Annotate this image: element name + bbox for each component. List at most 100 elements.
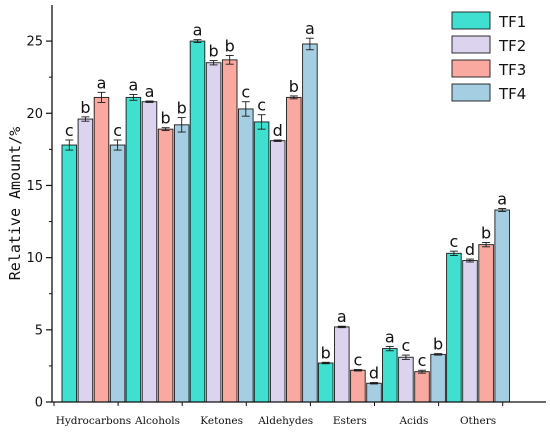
error-bar-tf4-aldehydes <box>305 37 314 51</box>
significance-label-tf2-aldehydes: d <box>273 121 283 140</box>
significance-label-tf3-aldehydes: b <box>289 77 299 96</box>
significance-label-tf3-esters: c <box>354 351 363 370</box>
bar-tf2-aldehydes <box>269 140 286 403</box>
error-bar-tf2-acids <box>401 354 410 360</box>
error-bar-tf2-alcohols <box>145 100 154 103</box>
error-bar-tf1-others <box>449 250 458 256</box>
legend-swatch-tf3 <box>451 59 491 78</box>
error-bar-tf1-alcohols <box>129 94 138 101</box>
error-bar-tf3-aldehydes <box>289 95 298 100</box>
legend-item-tf2: TF2 <box>451 35 526 55</box>
legend-label-tf4: TF4 <box>498 85 526 103</box>
significance-label-tf4-ketones: c <box>241 83 250 102</box>
significance-label-tf2-hydrocarbons: b <box>80 98 90 117</box>
bar-tf2-others <box>462 260 478 403</box>
error-bar-tf3-acids <box>418 369 426 374</box>
significance-label-tf1-hydrocarbons: c <box>65 121 74 140</box>
significance-label-tf3-others: b <box>481 223 491 242</box>
error-bar-tf4-others <box>498 208 507 212</box>
error-bar-tf4-ketones <box>241 101 250 117</box>
legend-item-tf1: TF1 <box>451 11 526 31</box>
bar-tf3-others <box>478 244 494 403</box>
x-tick-label-esters: Esters <box>333 415 367 427</box>
bar-tf1-hydrocarbons <box>61 144 78 403</box>
error-bar-tf1-esters <box>321 361 330 365</box>
bar-tf4-esters <box>366 382 382 403</box>
y-axis-title: Relative Amount/% <box>6 127 24 281</box>
legend-swatch-tf1 <box>451 11 491 30</box>
error-bar-tf4-esters <box>370 382 378 385</box>
y-tick-label-10: 10 <box>26 251 43 266</box>
error-bar-tf1-aldehydes <box>257 114 266 130</box>
error-bar-tf3-esters <box>353 369 362 372</box>
significance-label-tf2-ketones: b <box>209 42 219 61</box>
significance-label-tf3-ketones: b <box>225 37 235 56</box>
bar-tf4-hydrocarbons <box>109 144 126 403</box>
significance-label-tf4-alcohols: b <box>177 99 187 118</box>
significance-label-tf1-ketones: a <box>193 21 203 40</box>
legend-item-tf3: TF3 <box>451 59 526 79</box>
error-bar-tf3-hydrocarbons <box>97 91 106 103</box>
bar-tf4-acids <box>430 353 446 403</box>
error-bar-tf2-ketones <box>209 60 218 66</box>
significance-label-tf1-acids: a <box>385 327 395 346</box>
error-bar-tf4-hydrocarbons <box>113 139 122 151</box>
bar-tf1-ketones <box>189 40 206 403</box>
x-tick-label-alcohols: Alcohols <box>134 415 180 427</box>
significance-label-tf4-hydrocarbons: c <box>113 121 122 140</box>
bar-tf3-acids <box>414 371 430 403</box>
significance-label-tf2-others: d <box>465 240 475 259</box>
bars-layer <box>61 40 510 403</box>
legend-swatch-tf2 <box>451 35 491 54</box>
x-tick-label-ketones: Ketones <box>200 415 243 427</box>
y-tick-label-25: 25 <box>26 35 43 50</box>
bar-tf4-alcohols <box>173 124 190 403</box>
bar-tf2-ketones <box>205 62 222 403</box>
x-tick-label-others: Others <box>460 415 496 427</box>
bar-tf2-hydrocarbons <box>77 118 94 403</box>
error-bar-tf4-acids <box>434 353 443 356</box>
bar-tf4-aldehydes <box>302 43 318 403</box>
bar-tf2-acids <box>398 356 414 403</box>
error-bar-tf1-acids <box>385 345 394 352</box>
significance-label-tf2-alcohols: a <box>145 82 155 101</box>
y-tick-label-15: 15 <box>26 179 43 194</box>
significance-label-tf3-alcohols: b <box>161 109 171 128</box>
legend-label-tf3: TF3 <box>498 61 526 79</box>
bar-tf4-others <box>494 209 510 403</box>
bar-tf1-esters <box>317 362 334 403</box>
x-tick-label-aldehydes: Aldehydes <box>257 415 313 427</box>
significance-label-tf1-esters: b <box>321 343 331 362</box>
significance-label-tf2-acids: c <box>402 336 411 355</box>
legend-label-tf2: TF2 <box>498 37 526 55</box>
bar-tf2-esters <box>334 326 350 403</box>
error-bar-tf4-alcohols <box>177 117 186 133</box>
error-bar-tf1-ketones <box>193 39 202 43</box>
bar-tf3-esters <box>350 369 366 403</box>
bar-tf3-alcohols <box>157 128 174 403</box>
significance-label-tf4-others: a <box>497 190 507 209</box>
error-bar-tf2-aldehydes <box>273 139 282 142</box>
significance-label-tf1-aldehydes: c <box>257 96 266 115</box>
error-bar-tf3-ketones <box>225 55 234 65</box>
significance-label-tf4-esters: d <box>369 364 379 383</box>
y-tick-label-5: 5 <box>35 323 43 338</box>
significance-label-tf4-aldehydes: a <box>305 19 315 38</box>
error-bar-tf2-others <box>466 258 474 263</box>
significance-label-tf3-acids: c <box>418 351 427 370</box>
bar-tf3-aldehydes <box>286 96 302 403</box>
error-bar-tf3-others <box>482 242 491 248</box>
error-bar-tf1-hydrocarbons <box>65 139 74 151</box>
y-tick-label-20: 20 <box>26 107 43 122</box>
legend-swatch-tf4 <box>451 83 491 102</box>
bar-tf1-alcohols <box>125 96 142 403</box>
x-tick-label-hydrocarbons: Hydrocarbons <box>56 415 132 427</box>
significance-label-tf1-others: c <box>450 232 459 251</box>
axes-layer: Hydrocarbons Alcohols Ketones Aldehydes Este… <box>26 5 546 427</box>
bar-tf2-alcohols <box>141 101 158 403</box>
significance-label-tf2-esters: a <box>337 307 347 326</box>
bar-tf3-hydrocarbons <box>93 96 110 403</box>
y-tick-label-0: 0 <box>35 396 43 411</box>
legend-item-tf4: TF4 <box>451 83 526 103</box>
